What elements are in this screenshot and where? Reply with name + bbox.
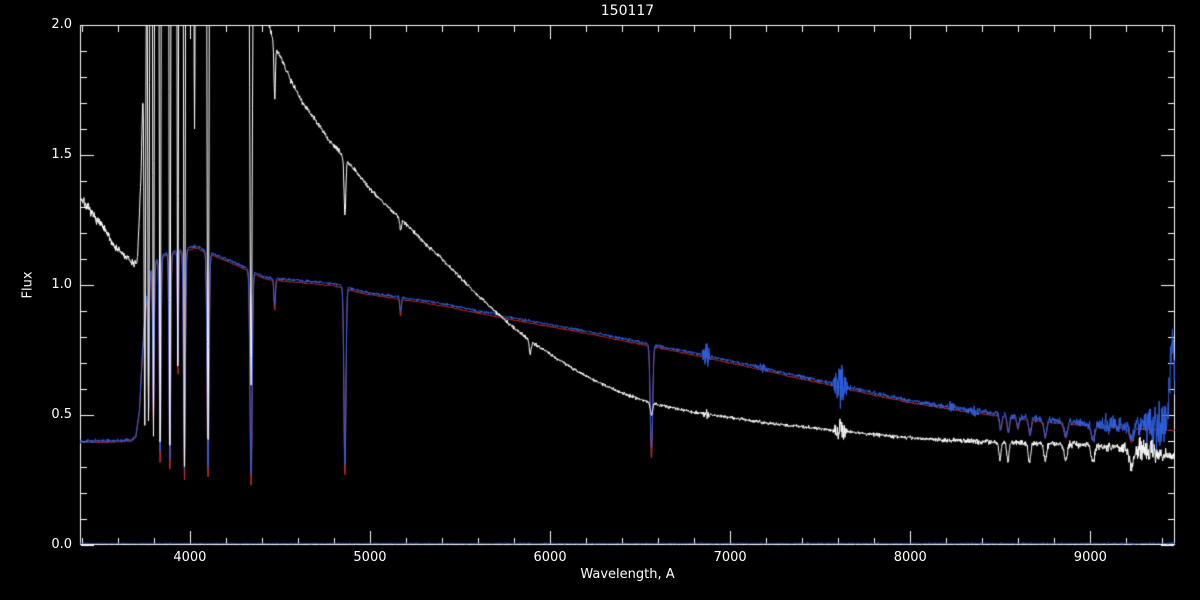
x-tick-label: 9000 [1073,550,1107,565]
chart-title: 150117 [600,3,655,19]
y-tick-label: 0.0 [51,537,72,552]
y-tick-label: 1.0 [51,277,72,292]
y-tick-label: 0.5 [51,407,72,422]
x-axis-label: Wavelength, A [580,567,675,582]
x-tick-label: 6000 [533,550,567,565]
x-tick-label: 8000 [893,550,927,565]
x-tick-label: 7000 [713,550,747,565]
x-tick-label: 5000 [353,550,387,565]
y-tick-label: 2.0 [51,17,72,32]
y-tick-label: 1.5 [51,147,72,162]
x-tick-label: 4000 [173,550,207,565]
